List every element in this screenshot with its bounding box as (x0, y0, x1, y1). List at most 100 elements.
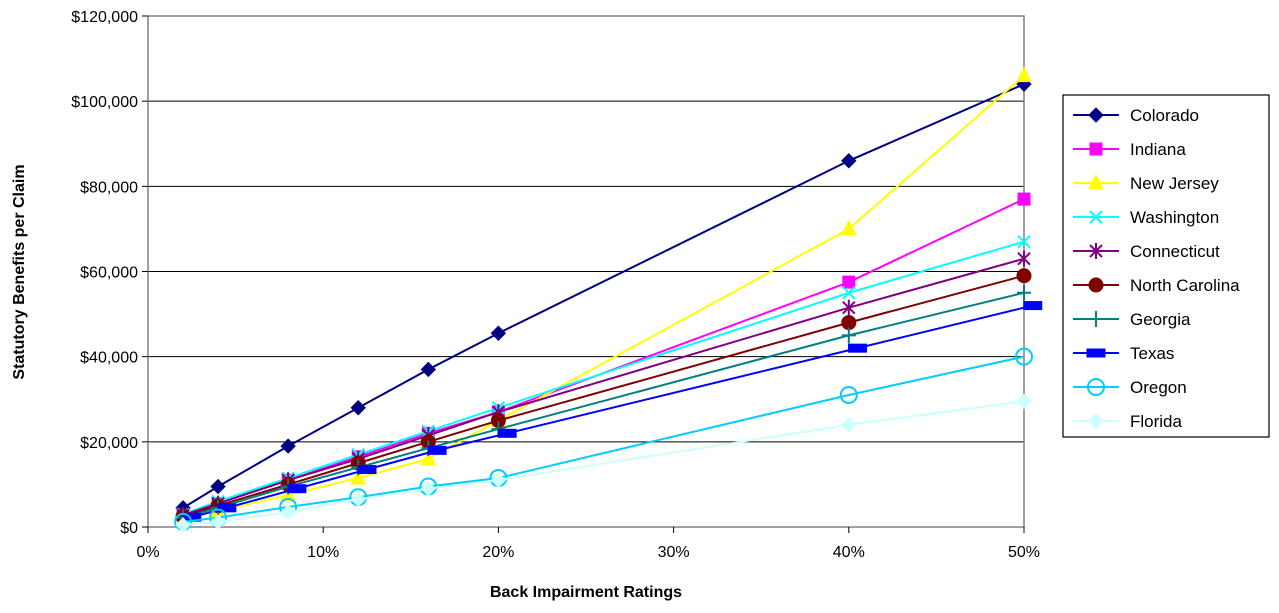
legend-item-indiana: Indiana (1073, 140, 1186, 159)
legend-item-north-carolina: North Carolina (1073, 276, 1240, 295)
legend-marker (1088, 413, 1104, 429)
data-point-north-carolina (1016, 268, 1032, 284)
legend-label: New Jersey (1130, 174, 1219, 193)
legend-item-florida: Florida (1073, 412, 1183, 431)
data-point-new-jersey (840, 219, 857, 236)
legend-item-washington: Washington (1073, 208, 1219, 227)
series-line-florida (182, 400, 1025, 526)
y-tick-label: $120,000 (71, 9, 138, 26)
legend: Colorado Indiana New Jersey Washington Conne… (1062, 94, 1270, 438)
data-point-new-jersey (420, 449, 437, 466)
x-tick-label: 0% (136, 544, 159, 561)
y-tick-label: $40,000 (80, 350, 138, 367)
data-point-colorado (280, 438, 296, 454)
data-point-texas (357, 465, 377, 475)
legend-label: Indiana (1130, 140, 1186, 159)
data-point-new-jersey (1016, 66, 1032, 83)
data-point-connecticut (1017, 250, 1031, 267)
data-point-texas (848, 343, 868, 353)
legend-item-texas: Texas (1073, 344, 1174, 363)
data-point-washington (1017, 234, 1031, 249)
series-line-colorado (182, 83, 1025, 509)
legend-label: Georgia (1130, 310, 1191, 329)
series-line-north-carolina (182, 274, 1025, 518)
legend-marker (1089, 210, 1103, 224)
data-point-texas (1023, 301, 1043, 311)
data-point-georgia (1017, 284, 1031, 301)
legend-item-new-jersey: New Jersey (1073, 173, 1219, 193)
legend-item-georgia: Georgia (1073, 310, 1191, 329)
axis-layer: $0 $20,000 $40,000 $60,000 $80,000 $100,000 $1… (71, 9, 1040, 561)
data-point-florida (841, 417, 857, 433)
data-point-colorado (210, 478, 226, 495)
series-washington (176, 234, 1031, 521)
series-line-washington (182, 240, 1025, 516)
data-point-washington (842, 286, 856, 300)
x-tick-label: 20% (482, 544, 514, 561)
legend-label: Washington (1130, 208, 1219, 227)
data-point-florida (420, 480, 437, 497)
legend-label: Florida (1130, 412, 1183, 431)
data-point-oregon (839, 385, 858, 404)
series-colorado (175, 76, 1032, 516)
series-line-texas (191, 304, 1033, 519)
legend-marker (1088, 173, 1104, 190)
legend-marker (1089, 142, 1103, 156)
legend-item-oregon: Oregon (1073, 378, 1187, 397)
data-point-colorado (490, 325, 507, 341)
legend-marker (1086, 348, 1106, 358)
legend-label: North Carolina (1130, 276, 1240, 295)
series-texas (182, 301, 1043, 522)
data-point-texas (217, 503, 237, 513)
x-tick-label: 30% (658, 544, 690, 561)
series-line-oregon (182, 355, 1025, 523)
series-line-connecticut (182, 257, 1025, 517)
data-point-florida (1016, 393, 1032, 410)
data-point-florida (175, 517, 191, 533)
y-axis-title: Statutory Benefits per Claim (11, 164, 28, 379)
legend-item-colorado: Colorado (1073, 106, 1199, 125)
legend-label: Colorado (1130, 106, 1199, 125)
data-point-florida (490, 472, 507, 488)
data-point-indiana (842, 275, 856, 289)
data-point-texas (287, 484, 307, 494)
legend-label: Oregon (1130, 378, 1187, 397)
y-tick-label: $20,000 (80, 435, 138, 452)
series-oregon (174, 347, 1033, 531)
x-tick-label: 40% (833, 544, 865, 561)
data-point-indiana (1017, 192, 1031, 206)
y-tick-label: $0 (120, 520, 138, 537)
legend-marker (1087, 378, 1105, 396)
x-tick-label: 10% (307, 544, 339, 561)
series-line-georgia (182, 291, 1025, 519)
grid-layer (148, 100, 1024, 443)
legend-marker (1088, 107, 1104, 123)
data-point-new-jersey (350, 468, 367, 485)
data-point-colorado (420, 361, 437, 378)
data-point-georgia (841, 327, 856, 344)
legend-marker (1089, 243, 1103, 259)
legend-marker (1089, 311, 1103, 327)
x-axis-title: Back Impairment Ratings (490, 584, 682, 601)
data-point-colorado (841, 153, 857, 169)
series-florida (175, 393, 1032, 533)
data-point-florida (210, 514, 226, 530)
legend-marker (1088, 277, 1104, 293)
series-layer (174, 66, 1043, 533)
x-tick-label: 50% (1008, 544, 1040, 561)
data-point-oregon (1015, 347, 1033, 366)
y-tick-label: $100,000 (71, 94, 138, 111)
data-point-florida (280, 504, 296, 520)
legend-label: Texas (1130, 344, 1174, 363)
data-point-colorado (350, 400, 366, 416)
data-point-texas (497, 428, 517, 438)
data-point-connecticut (842, 299, 856, 316)
legend-label: Connecticut (1130, 242, 1220, 261)
y-tick-label: $80,000 (80, 179, 138, 196)
data-point-texas (427, 445, 447, 455)
data-point-florida (350, 491, 366, 508)
legend-item-connecticut: Connecticut (1073, 242, 1220, 261)
y-tick-label: $60,000 (80, 265, 138, 282)
